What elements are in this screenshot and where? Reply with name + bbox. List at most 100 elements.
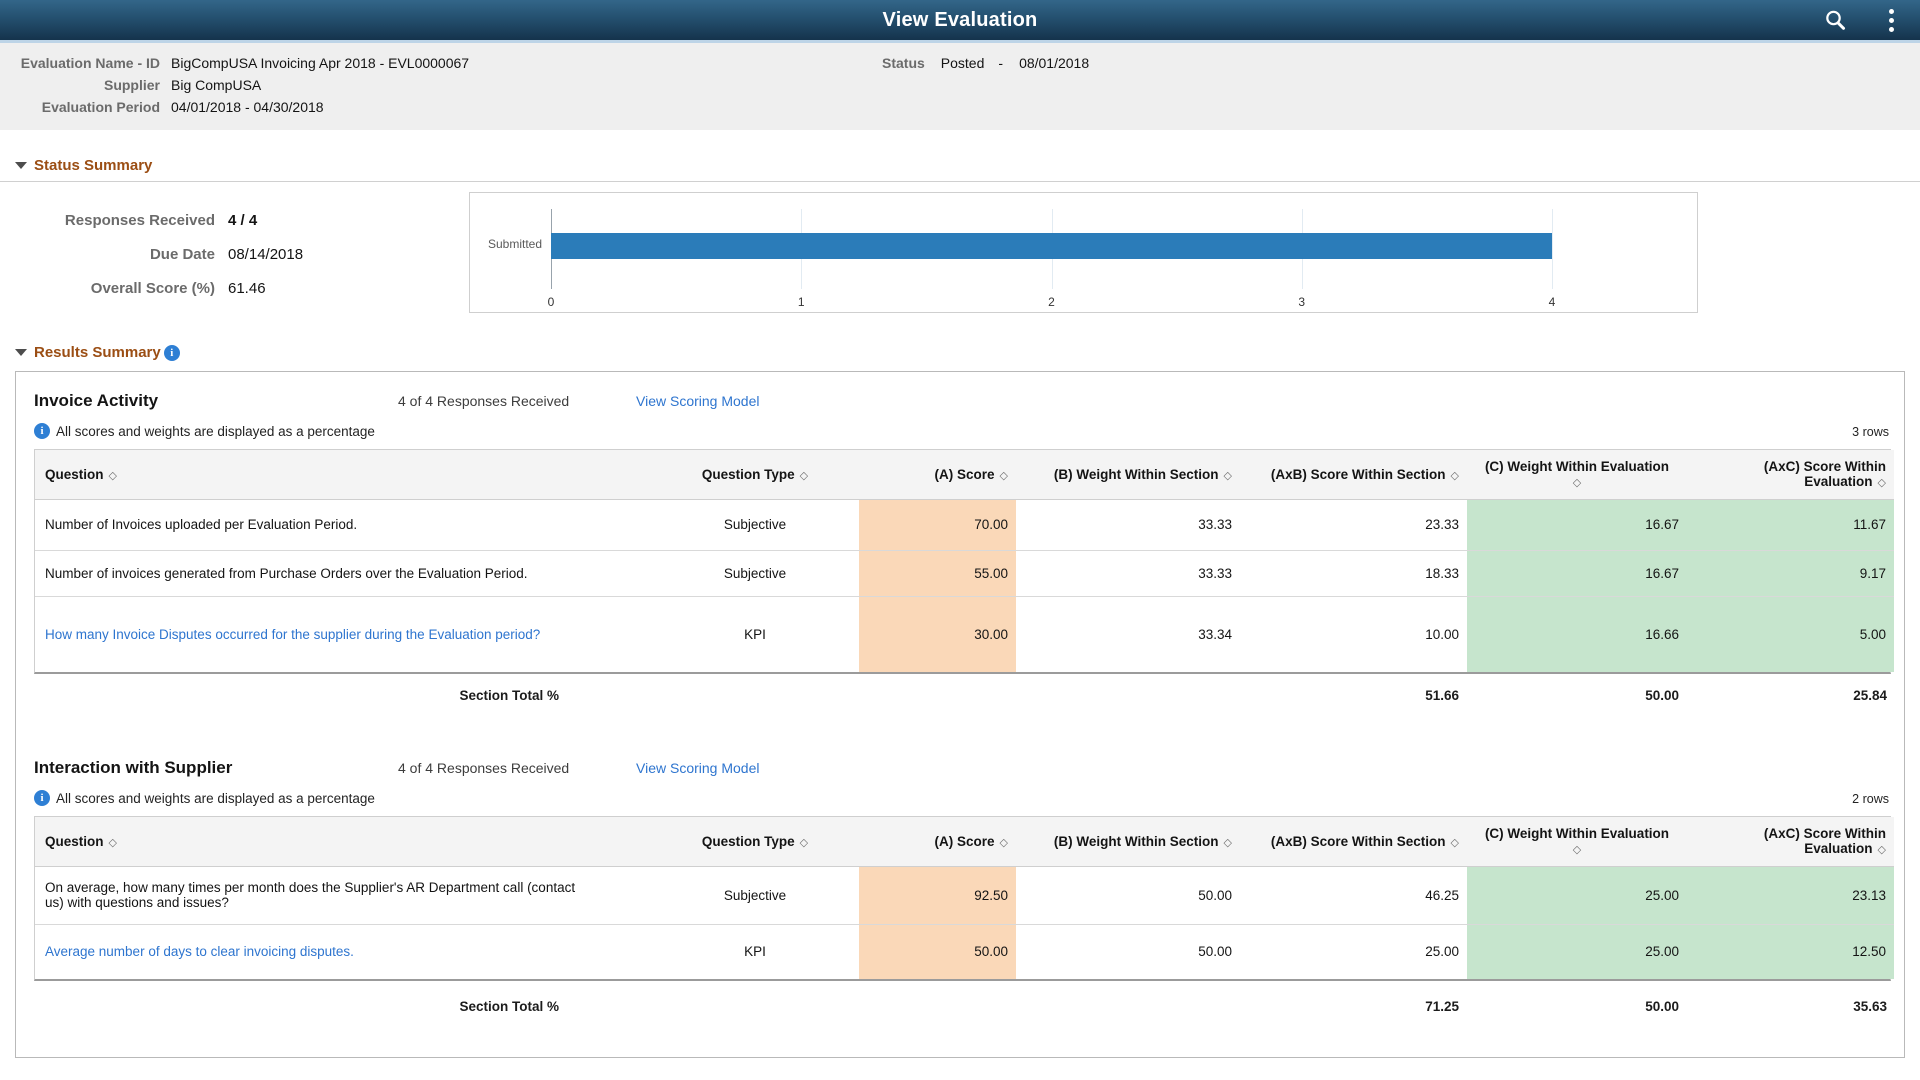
triangle-down-icon — [15, 349, 27, 356]
weight-b: 50.00 — [1198, 944, 1232, 960]
table-row: Average number of days to clear invoicin… — [35, 924, 1894, 979]
titlebar: View Evaluation — [0, 0, 1920, 40]
sort-diamond-icon: ◇ — [1877, 477, 1886, 490]
total-score-axc: 35.63 — [1853, 998, 1887, 1014]
score-axb: 25.00 — [1425, 944, 1459, 960]
due-date-label: Due Date — [149, 246, 215, 263]
section-total-label: Section Total % — [459, 688, 559, 703]
weight-c: 25.00 — [1467, 924, 1687, 979]
view-scoring-model-link[interactable]: View Scoring Model — [636, 393, 760, 409]
question-link[interactable]: How many Invoice Disputes occurred for t… — [45, 626, 541, 642]
column-header-score-within-evaluation[interactable]: (AxC) Score Within Evaluation ◇ — [1687, 450, 1894, 500]
info-icon: i — [34, 423, 50, 439]
total-score-axc: 25.84 — [1853, 688, 1887, 703]
total-weight-c: 50.00 — [1645, 998, 1679, 1014]
weight-c: 16.66 — [1467, 596, 1687, 672]
score-a: 70.00 — [859, 499, 1016, 551]
triangle-down-icon — [15, 162, 27, 169]
view-scoring-model-link[interactable]: View Scoring Model — [636, 760, 760, 776]
weight-b: 33.33 — [1016, 499, 1240, 551]
score-axc: 5.00 — [1687, 596, 1894, 672]
percentage-note: All scores and weights are displayed as … — [56, 790, 375, 806]
column-header-score[interactable]: (A) Score ◇ — [859, 450, 1016, 500]
table-row: How many Invoice Disputes occurred for t… — [35, 596, 1894, 672]
supplier-value: Big CompUSA — [171, 77, 262, 93]
weight-c: 16.67 — [1467, 550, 1687, 597]
chart-x-axis: 0 1 2 3 4 — [547, 295, 1556, 309]
question-type: KPI — [744, 944, 766, 960]
search-icon[interactable] — [1820, 5, 1850, 35]
sort-diamond-icon: ◇ — [799, 836, 809, 849]
column-header-question[interactable]: Question ◇ — [35, 817, 651, 867]
responses-count-text: 4 of 4 Responses Received — [398, 393, 570, 409]
weight-b: 33.34 — [1198, 626, 1232, 642]
responses-received-label: Responses Received — [64, 212, 215, 229]
score-axc: 23.13 — [1687, 866, 1894, 925]
sort-diamond-icon: ◇ — [108, 469, 117, 482]
column-header-question-type[interactable]: Question Type ◇ — [651, 450, 859, 500]
sort-diamond-icon: ◇ — [1450, 469, 1459, 482]
section-title-interaction-with-supplier: Interaction with Supplier — [34, 758, 233, 777]
status-date: 08/01/2018 — [1019, 55, 1090, 71]
status-summary-toggle[interactable]: Status Summary — [15, 157, 1920, 174]
score-axb: 18.33 — [1240, 550, 1467, 597]
column-header-score-within-evaluation[interactable]: (AxC) Score Within Evaluation ◇ — [1687, 817, 1894, 867]
overall-score-value: 61.46 — [228, 280, 266, 297]
score-axc: 9.17 — [1687, 550, 1894, 597]
sort-diamond-icon: ◇ — [1223, 469, 1232, 482]
column-header-weight-within-evaluation[interactable]: (C) Weight Within Evaluation ◇ — [1467, 817, 1687, 867]
score-a: 50.00 — [859, 924, 1016, 979]
total-score-axb: 51.66 — [1425, 688, 1459, 703]
status-field: Status Posted - 08/01/2018 — [882, 52, 1089, 74]
percentage-note: All scores and weights are displayed as … — [56, 423, 375, 439]
section-title-invoice-activity: Invoice Activity — [34, 391, 159, 410]
column-header-score-within-section[interactable]: (AxB) Score Within Section ◇ — [1240, 450, 1467, 500]
kebab-menu-icon[interactable] — [1876, 5, 1906, 35]
question-type: Subjective — [651, 550, 859, 597]
total-weight-c: 50.00 — [1645, 688, 1679, 703]
question-link[interactable]: Average number of days to clear invoicin… — [45, 944, 354, 960]
status-label: Status — [882, 55, 925, 71]
weight-b: 50.00 — [1016, 866, 1240, 925]
column-header-score-within-section[interactable]: (AxB) Score Within Section ◇ — [1240, 817, 1467, 867]
results-summary-toggle[interactable]: Results Summary i — [15, 344, 1920, 361]
due-date-value: 08/14/2018 — [228, 246, 304, 263]
question-text: Number of Invoices uploaded per Evaluati… — [45, 517, 358, 532]
score-a: 55.00 — [859, 550, 1016, 597]
column-header-weight-within-section[interactable]: (B) Weight Within Section ◇ — [1016, 450, 1240, 500]
column-header-question-type[interactable]: Question Type ◇ — [651, 817, 859, 867]
status-summary-heading: Status Summary — [34, 157, 153, 174]
section-total-row: Section Total % 71.25 50.00 35.63 — [34, 981, 1891, 1031]
question-type: Subjective — [651, 866, 859, 925]
sort-diamond-icon: ◇ — [799, 469, 809, 482]
responses-count-text: 4 of 4 Responses Received — [398, 760, 570, 776]
results-summary-heading: Results Summary — [34, 344, 161, 361]
column-header-question[interactable]: Question ◇ — [35, 450, 651, 500]
weight-c: 16.67 — [1467, 499, 1687, 551]
eval-period-value: 04/01/2018 - 04/30/2018 — [171, 99, 324, 115]
column-header-weight-within-evaluation[interactable]: (C) Weight Within Evaluation ◇ — [1467, 450, 1687, 500]
sort-diamond-icon: ◇ — [108, 836, 117, 849]
score-axb: 10.00 — [1425, 626, 1459, 642]
weight-b: 33.33 — [1016, 550, 1240, 597]
results-summary-section: Results Summary i Invoice Activity 4 of … — [0, 344, 1920, 1058]
chart-category-label: Submitted — [487, 237, 542, 251]
column-header-score[interactable]: (A) Score ◇ — [859, 817, 1016, 867]
sort-diamond-icon: ◇ — [1450, 836, 1459, 849]
total-score-axb: 71.25 — [1425, 998, 1459, 1014]
question-text: Number of invoices generated from Purcha… — [45, 565, 528, 581]
info-icon: i — [34, 790, 50, 806]
results-summary-info-icon[interactable]: i — [163, 344, 180, 361]
table-row: On average, how many times per month doe… — [35, 866, 1894, 925]
score-axb: 23.33 — [1240, 499, 1467, 551]
section-total-label: Section Total % — [459, 998, 559, 1014]
table-header-row: Question ◇ Question Type ◇ (A) Score ◇ (B) … — [35, 817, 1894, 867]
eval-name-value: BigCompUSA Invoicing Apr 2018 - EVL00000… — [171, 55, 470, 71]
column-header-weight-within-section[interactable]: (B) Weight Within Section ◇ — [1016, 817, 1240, 867]
score-a: 30.00 — [859, 596, 1016, 672]
results-card: Invoice Activity 4 of 4 Responses Receiv… — [15, 371, 1905, 1058]
responses-received-value: 4 / 4 — [228, 212, 258, 229]
supplier-label: Supplier — [103, 77, 160, 93]
table-header-row: Question ◇ Question Type ◇ (A) Score ◇ (B) … — [35, 450, 1894, 500]
score-axb: 46.25 — [1240, 866, 1467, 925]
